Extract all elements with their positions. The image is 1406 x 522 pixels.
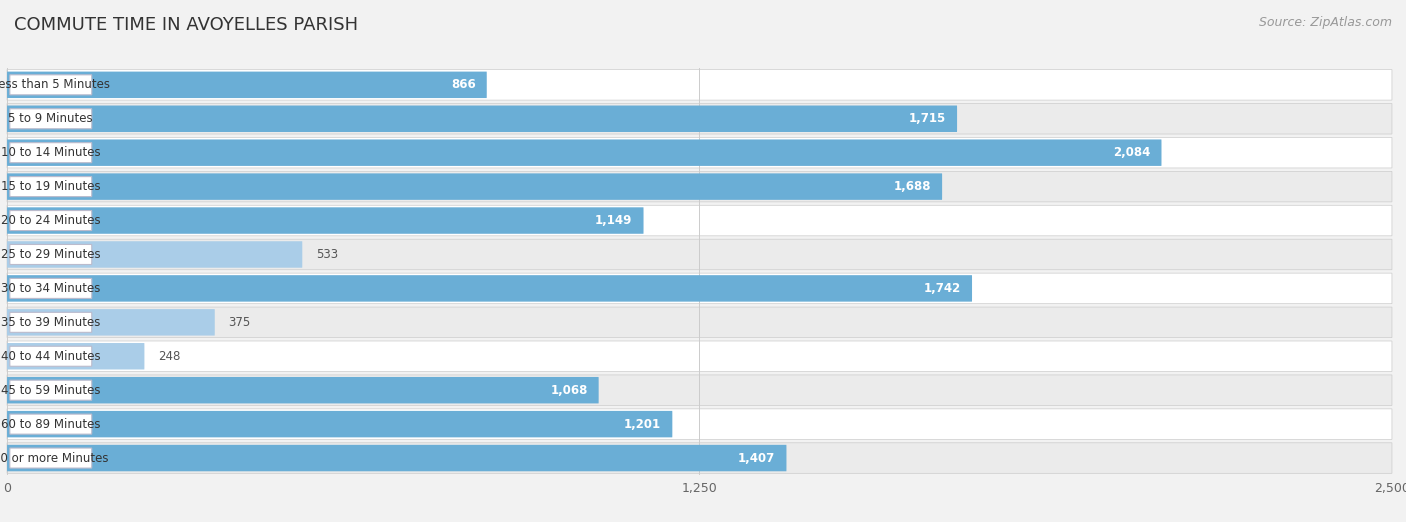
FancyBboxPatch shape (7, 205, 1392, 236)
FancyBboxPatch shape (7, 343, 145, 370)
FancyBboxPatch shape (7, 173, 942, 200)
Text: 866: 866 (451, 78, 475, 91)
FancyBboxPatch shape (7, 171, 1392, 202)
FancyBboxPatch shape (7, 239, 1392, 270)
FancyBboxPatch shape (7, 411, 672, 437)
FancyBboxPatch shape (10, 380, 91, 400)
Text: 10 to 14 Minutes: 10 to 14 Minutes (1, 146, 101, 159)
Text: Less than 5 Minutes: Less than 5 Minutes (0, 78, 110, 91)
Text: 45 to 59 Minutes: 45 to 59 Minutes (1, 384, 101, 397)
FancyBboxPatch shape (10, 210, 91, 231)
Text: 1,715: 1,715 (908, 112, 946, 125)
FancyBboxPatch shape (7, 273, 1392, 304)
Text: 1,742: 1,742 (924, 282, 960, 295)
Text: 2,084: 2,084 (1114, 146, 1150, 159)
Text: 1,149: 1,149 (595, 214, 633, 227)
FancyBboxPatch shape (10, 448, 91, 468)
FancyBboxPatch shape (7, 409, 1392, 440)
FancyBboxPatch shape (7, 105, 957, 132)
Text: 1,201: 1,201 (624, 418, 661, 431)
Text: 90 or more Minutes: 90 or more Minutes (0, 452, 108, 465)
FancyBboxPatch shape (10, 414, 91, 434)
FancyBboxPatch shape (7, 443, 1392, 473)
Text: 1,068: 1,068 (550, 384, 588, 397)
FancyBboxPatch shape (10, 312, 91, 333)
FancyBboxPatch shape (10, 278, 91, 299)
FancyBboxPatch shape (7, 72, 486, 98)
FancyBboxPatch shape (7, 139, 1161, 166)
Text: 35 to 39 Minutes: 35 to 39 Minutes (1, 316, 100, 329)
Text: 375: 375 (229, 316, 250, 329)
Text: 248: 248 (159, 350, 180, 363)
Text: 60 to 89 Minutes: 60 to 89 Minutes (1, 418, 101, 431)
Text: 533: 533 (316, 248, 339, 261)
Text: 40 to 44 Minutes: 40 to 44 Minutes (1, 350, 101, 363)
Text: 30 to 34 Minutes: 30 to 34 Minutes (1, 282, 100, 295)
FancyBboxPatch shape (7, 445, 786, 471)
FancyBboxPatch shape (7, 309, 215, 336)
FancyBboxPatch shape (7, 207, 644, 234)
Text: 25 to 29 Minutes: 25 to 29 Minutes (1, 248, 101, 261)
FancyBboxPatch shape (7, 341, 1392, 372)
FancyBboxPatch shape (10, 75, 91, 95)
Text: 1,688: 1,688 (894, 180, 931, 193)
Text: 5 to 9 Minutes: 5 to 9 Minutes (8, 112, 93, 125)
FancyBboxPatch shape (7, 377, 599, 404)
FancyBboxPatch shape (10, 176, 91, 197)
FancyBboxPatch shape (7, 307, 1392, 338)
Text: 15 to 19 Minutes: 15 to 19 Minutes (1, 180, 101, 193)
Text: 1,407: 1,407 (738, 452, 775, 465)
Text: 20 to 24 Minutes: 20 to 24 Minutes (1, 214, 101, 227)
FancyBboxPatch shape (7, 69, 1392, 100)
FancyBboxPatch shape (7, 137, 1392, 168)
FancyBboxPatch shape (7, 275, 972, 302)
FancyBboxPatch shape (10, 143, 91, 163)
FancyBboxPatch shape (7, 375, 1392, 406)
Text: COMMUTE TIME IN AVOYELLES PARISH: COMMUTE TIME IN AVOYELLES PARISH (14, 16, 359, 33)
Text: Source: ZipAtlas.com: Source: ZipAtlas.com (1258, 16, 1392, 29)
FancyBboxPatch shape (10, 346, 91, 366)
FancyBboxPatch shape (10, 244, 91, 265)
FancyBboxPatch shape (7, 103, 1392, 134)
FancyBboxPatch shape (7, 241, 302, 268)
FancyBboxPatch shape (10, 109, 91, 129)
